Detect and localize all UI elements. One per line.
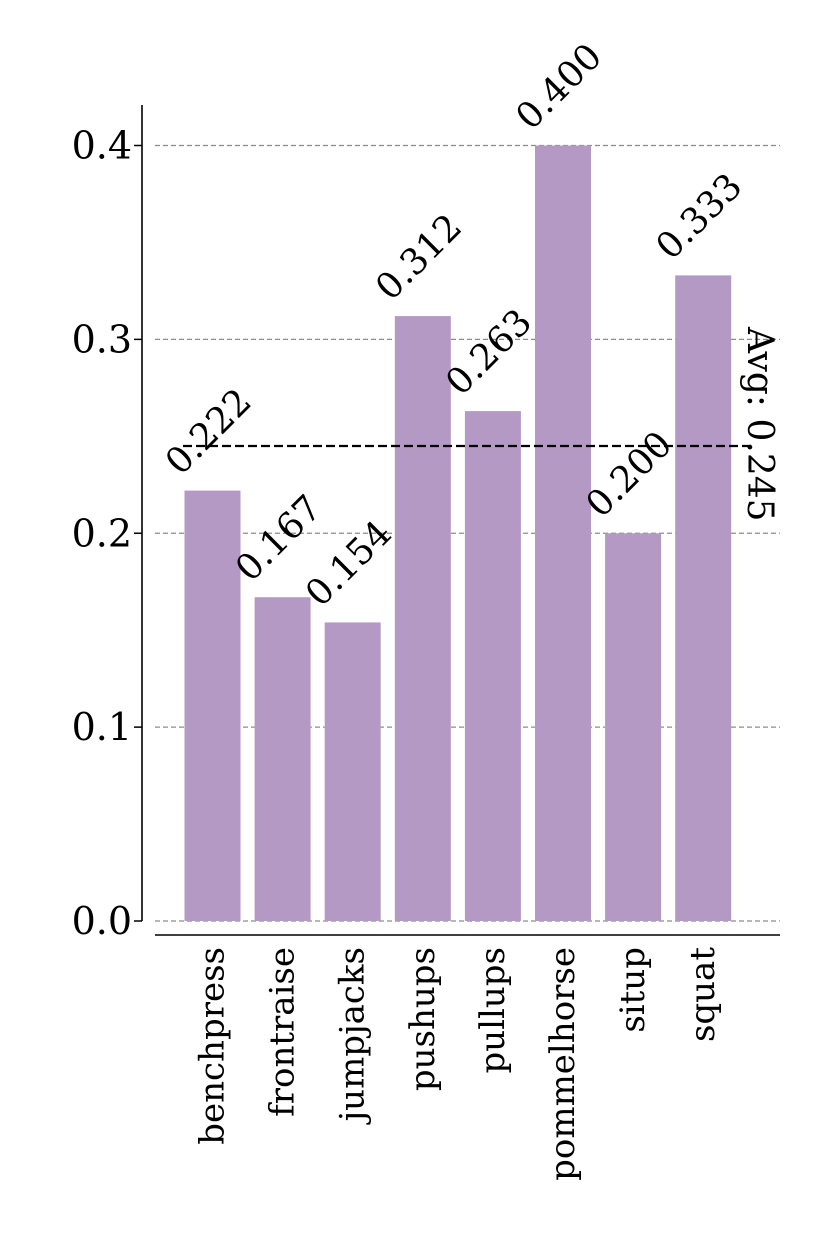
bar-benchpress xyxy=(184,490,241,921)
x-tick-label-frontraise: frontraise xyxy=(263,947,303,1117)
bar-pommelhorse xyxy=(535,145,591,921)
x-tick-label-jumpjacks: jumpjacks xyxy=(333,947,373,1125)
x-tick-label-squat: squat xyxy=(683,947,723,1042)
y-tick-label: 0.0 xyxy=(72,899,132,943)
y-tick-label: 0.3 xyxy=(72,317,132,361)
x-tick-label-situp: situp xyxy=(613,947,653,1033)
data-label-pullups: 0.263 xyxy=(438,302,540,404)
x-tick-label-pommelhorse: pommelhorse xyxy=(543,947,583,1181)
data-label-situp: 0.200 xyxy=(578,424,680,526)
y-tick-label: 0.4 xyxy=(72,124,132,168)
data-label-pommelhorse: 0.400 xyxy=(508,36,610,138)
x-tick-label-benchpress: benchpress xyxy=(193,947,233,1145)
bar-situp xyxy=(605,533,662,921)
average-label: Avg: 0.245 xyxy=(739,326,780,522)
bar-frontraise xyxy=(254,597,311,921)
bar-pullups xyxy=(464,411,521,921)
data-label-squat: 0.333 xyxy=(649,166,751,268)
data-label-pushups: 0.312 xyxy=(368,207,470,309)
y-tick-label: 0.1 xyxy=(72,705,132,749)
y-tick-label: 0.2 xyxy=(72,511,132,555)
bar-squat xyxy=(675,275,732,921)
data-label-benchpress: 0.222 xyxy=(158,381,260,483)
x-tick-label-pushups: pushups xyxy=(403,947,443,1091)
x-tick-label-pullups: pullups xyxy=(473,947,513,1074)
bars xyxy=(184,145,732,921)
axes xyxy=(134,105,780,936)
bar-jumpjacks xyxy=(324,622,381,921)
bar-pushups xyxy=(394,316,451,921)
